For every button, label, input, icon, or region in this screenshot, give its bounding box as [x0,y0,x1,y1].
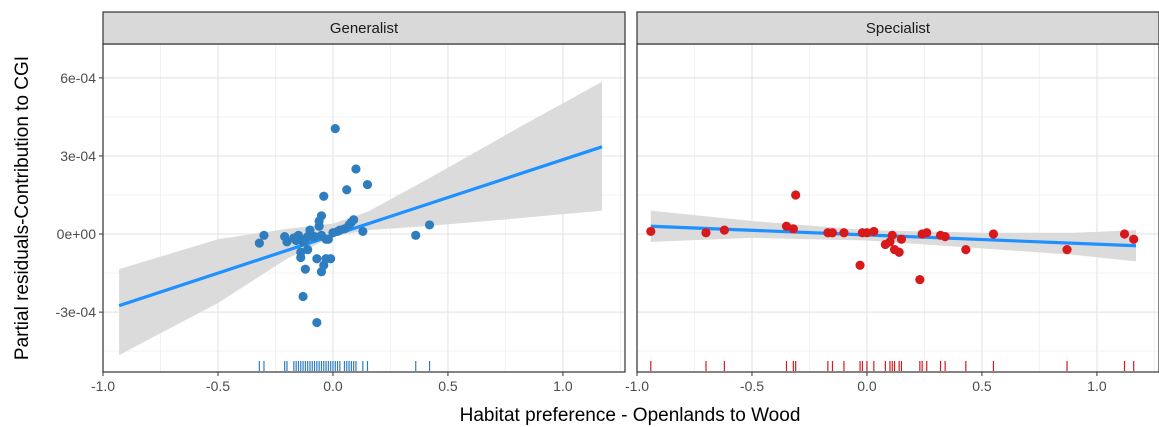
data-point [940,232,950,242]
x-axis-title: Habitat preference - Openlands to Wood [460,405,801,426]
data-point [319,191,329,201]
y-tick-label: 0e+00 [57,226,97,242]
data-point [894,247,904,257]
data-point [788,224,798,234]
x-tick-label: 1.0 [553,378,573,394]
data-point [351,164,361,174]
data-point [961,245,971,255]
x-tick-label: 0.0 [323,378,343,394]
data-point [827,228,838,238]
data-point [839,228,849,238]
data-point [781,221,792,231]
data-point [1062,245,1072,255]
confidence-band [119,81,603,356]
data-point [869,226,879,237]
data-point [330,124,340,134]
x-tick-label: 0.5 [972,378,992,394]
y-tick-label: 6e-04 [60,70,96,86]
data-point [358,226,368,237]
data-point [411,230,421,240]
data-point [719,225,729,235]
data-point [791,190,801,200]
data-point [342,185,352,195]
regression-line [118,145,603,308]
data-point [254,238,264,248]
data-point [922,228,932,238]
x-tick-label: 0.5 [438,378,458,394]
y-tick-label: -3e-04 [56,304,97,320]
facet-strip [102,11,626,45]
data-point [282,237,292,247]
facet-strip-label: Specialist [866,20,931,37]
data-point [312,317,322,328]
data-point [887,230,897,240]
data-point [646,226,656,237]
x-tick-label: -1.0 [625,378,649,394]
data-point [1129,234,1139,244]
data-point [296,252,306,263]
data-point [896,234,907,244]
data-point [362,179,373,190]
x-tick-label: 1.0 [1087,378,1107,394]
data-point [312,254,322,264]
data-point [323,234,333,244]
data-point [309,232,320,242]
data-point [326,254,336,264]
facet-strip-label: Generalist [330,20,399,37]
data-point [1119,229,1130,239]
x-tick-label: -1.0 [91,378,115,394]
x-tick-label: 0.0 [857,378,877,394]
data-point [293,230,304,240]
data-point [988,229,999,239]
data-point [349,215,359,225]
data-point [862,228,872,238]
data-point [424,220,435,230]
x-tick-label: -0.5 [206,378,230,394]
data-point [303,245,313,255]
data-point [915,274,925,285]
y-axis-title: Partial residuals-Contribution to CGI [12,56,33,360]
data-point [316,211,327,221]
panel-background [637,44,1159,372]
data-point [855,260,865,270]
x-tick-label: -0.5 [740,378,764,394]
y-tick-label: 3e-04 [60,148,96,164]
facet-strip [636,11,1159,45]
data-point [300,264,310,274]
data-point [701,228,711,238]
data-point [298,291,308,302]
data-point [259,230,269,240]
